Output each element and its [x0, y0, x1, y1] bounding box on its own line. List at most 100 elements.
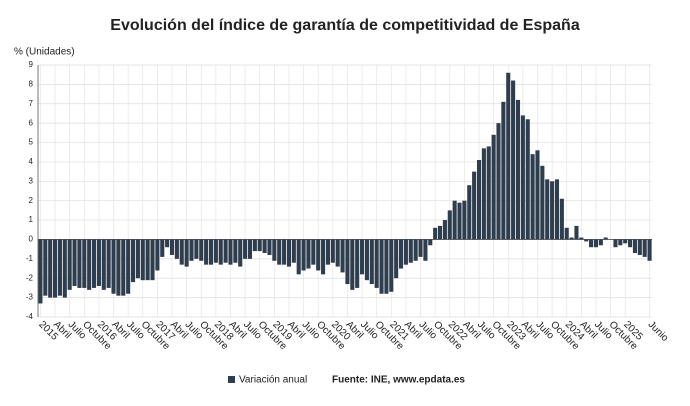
bar: [91, 239, 97, 288]
bar: [267, 239, 272, 255]
bar: [642, 239, 647, 257]
y-tick-label: 2: [29, 196, 34, 205]
bar: [593, 239, 599, 248]
bar: [140, 239, 145, 281]
bar: [223, 239, 228, 263]
legend-label: Variación anual: [239, 375, 307, 386]
bar: [623, 239, 628, 244]
bar: [169, 239, 175, 255]
bar: [82, 239, 87, 288]
bar: [574, 225, 579, 240]
bar: [155, 239, 160, 271]
bar: [145, 239, 150, 281]
bar: [476, 159, 482, 240]
bar: [408, 239, 413, 263]
bar: [291, 239, 296, 263]
bar: [325, 239, 330, 265]
y-tick-label: 7: [29, 99, 34, 108]
bar: [350, 239, 355, 290]
chart-title: Evolución del índice de garantía de comp…: [110, 17, 580, 34]
bar: [437, 225, 443, 240]
bar: [530, 154, 535, 240]
bar: [428, 239, 433, 246]
bar: [247, 239, 253, 259]
bar: [618, 239, 623, 246]
bar: [96, 239, 101, 286]
bar: [130, 239, 136, 283]
bar: [277, 239, 282, 265]
bar: [413, 239, 418, 261]
bar: [559, 198, 564, 240]
y-tick-label: 5: [29, 138, 34, 147]
bar: [106, 239, 111, 288]
bar: [462, 200, 467, 240]
bar: [579, 237, 584, 240]
bar: [330, 239, 335, 263]
bar: [53, 239, 58, 298]
bar: [515, 99, 521, 240]
bar: [77, 239, 82, 288]
bar: [321, 239, 326, 275]
y-tick-label: -4: [26, 312, 34, 321]
y-tick-label: 9: [29, 60, 34, 69]
y-tick-label: 0: [29, 235, 34, 244]
source: Fuente: INE, www.epdata.es: [332, 375, 465, 386]
bar: [72, 239, 77, 286]
bar: [569, 237, 574, 240]
bar: [111, 239, 116, 294]
bar: [423, 239, 428, 261]
bar: [374, 239, 379, 288]
bar: [525, 119, 530, 240]
bar: [233, 239, 238, 263]
bar: [389, 239, 394, 292]
bar: [545, 179, 550, 240]
bar: [647, 239, 652, 261]
bar: [550, 181, 555, 240]
bar: [340, 239, 345, 273]
y-tick-label: -3: [26, 293, 34, 302]
legend-swatch: [228, 376, 235, 383]
bar: [306, 239, 311, 269]
bar: [467, 185, 472, 240]
bar: [286, 239, 292, 267]
bar: [598, 239, 603, 246]
bar: [48, 239, 53, 298]
bar: [311, 239, 316, 265]
bar: [238, 239, 243, 267]
bar: [540, 165, 545, 240]
bar: [335, 239, 340, 267]
bar: [501, 101, 506, 240]
bar: [121, 239, 126, 296]
bar: [355, 239, 360, 288]
bar: [491, 134, 496, 240]
bar: [135, 239, 140, 279]
bar: [282, 239, 287, 265]
bar: [520, 115, 525, 240]
bar: [628, 239, 633, 248]
bar: [398, 239, 404, 269]
bar: [301, 239, 306, 271]
bar: [394, 239, 399, 279]
bar: [384, 239, 389, 294]
bar: [160, 239, 165, 257]
bar: [189, 239, 194, 261]
bar: [511, 80, 516, 240]
bar: [228, 239, 233, 265]
bar: [316, 239, 321, 271]
y-tick-label: 1: [29, 215, 34, 224]
bar: [116, 239, 121, 296]
bar: [472, 171, 477, 240]
y-tick-label: 4: [29, 157, 34, 166]
bar: [67, 239, 72, 290]
bar: [184, 239, 189, 267]
bar: [506, 72, 511, 240]
y-tick-label: 6: [29, 118, 34, 127]
bar: [208, 239, 214, 265]
bar: [584, 239, 589, 242]
bar: [433, 227, 438, 240]
bar: [204, 239, 209, 265]
bar: [369, 239, 374, 285]
bar: [218, 239, 223, 265]
bar: [364, 239, 369, 281]
